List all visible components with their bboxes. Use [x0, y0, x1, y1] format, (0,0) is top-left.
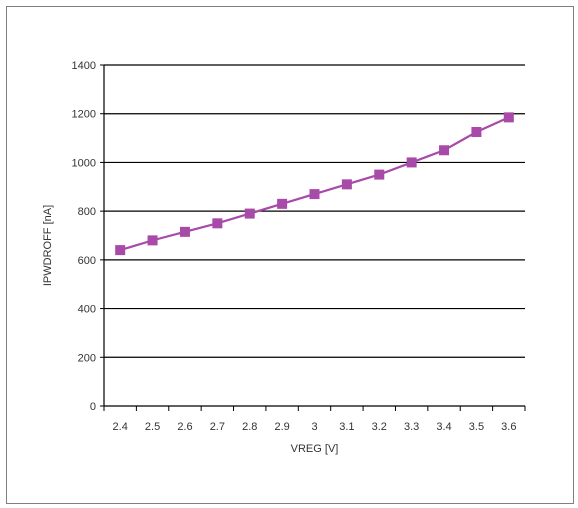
data-point: [244, 208, 255, 219]
data-point: [503, 112, 514, 123]
x-tick-label: 2.6: [177, 421, 192, 433]
x-tick-label: 3.5: [469, 421, 484, 433]
chart-frame: 0 200 400 600 800 1000 1200 1400 2.4 2.5 2.6 2.7 2.8…: [6, 6, 574, 504]
y-tick-label: 0: [90, 401, 96, 413]
x-tick-label: 3: [311, 421, 317, 433]
data-point: [406, 157, 417, 168]
x-tick-label: 2.4: [113, 421, 128, 433]
y-axis-title: IPWDROFF [nA]: [42, 205, 54, 286]
data-point: [471, 126, 482, 137]
data-point: [439, 145, 450, 156]
y-tick-label: 600: [78, 255, 96, 267]
data-point: [179, 226, 190, 237]
x-tick-label: 2.5: [145, 421, 160, 433]
series-layer: [115, 112, 514, 256]
data-point: [277, 198, 288, 209]
data-point: [309, 189, 320, 200]
data-point: [115, 245, 126, 256]
x-tick-label: 2.7: [210, 421, 225, 433]
x-tick-label: 2.9: [274, 421, 289, 433]
x-tick-label: 3.4: [436, 421, 451, 433]
y-tick-label: 800: [78, 206, 96, 218]
x-tick-label: 3.2: [372, 421, 387, 433]
y-tick-label: 1400: [72, 60, 96, 72]
x-tick-label: 3.1: [339, 421, 354, 433]
axes: 0 200 400 600 800 1000 1200 1400 2.4 2.5 2.6 2.7 2.8…: [72, 60, 526, 433]
data-point: [147, 235, 158, 246]
y-tick-label: 200: [78, 352, 96, 364]
x-tick-label: 3.6: [501, 421, 516, 433]
line-chart: 0 200 400 600 800 1000 1200 1400 2.4 2.5 2.6 2.7 2.8…: [42, 60, 526, 455]
series-line: [119, 116, 510, 252]
data-point: [341, 179, 352, 190]
x-axis-title: VREG [V]: [291, 443, 339, 455]
x-tick-label: 2.8: [242, 421, 257, 433]
y-tick-label: 1200: [72, 109, 96, 121]
data-point: [374, 169, 385, 180]
y-tick-label: 400: [78, 304, 96, 316]
x-tick-label: 3.3: [404, 421, 419, 433]
gridlines: [104, 64, 525, 358]
y-tick-label: 1000: [72, 157, 96, 169]
data-point: [212, 218, 223, 229]
